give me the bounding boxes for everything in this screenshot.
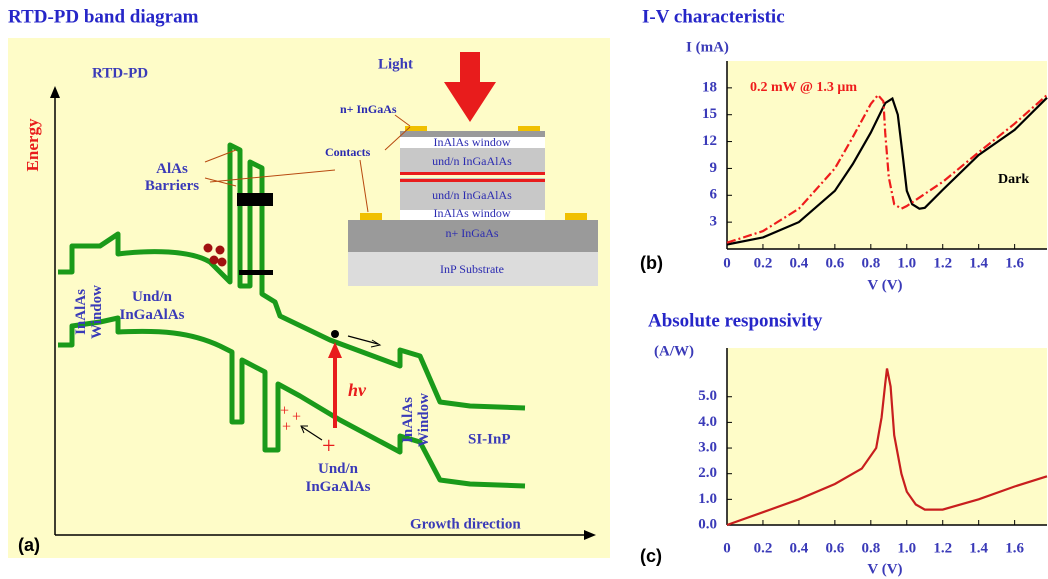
x-axis-label: Growth direction — [410, 516, 521, 532]
substrate-label: SI-InP — [468, 431, 511, 447]
hole: + — [282, 419, 291, 436]
layer-label: n+ InGaAs — [340, 102, 397, 116]
figure: RTD-PD band diagram RTD-PD Energy Growth… — [0, 0, 1048, 579]
device-label: RTD-PD — [92, 65, 148, 81]
y-tick-label: 0.0 — [698, 516, 717, 532]
electron — [331, 330, 339, 338]
y-axis-label: Energy — [23, 118, 42, 171]
chart-title: Absolute responsivity — [648, 310, 823, 331]
y-tick-label: 6 — [710, 187, 718, 203]
layer-label: und/n InGaAlAs — [432, 154, 512, 168]
y-tick-label: 2.0 — [698, 465, 717, 481]
electron — [204, 244, 213, 253]
x-tick-label: 1.6 — [1005, 540, 1024, 556]
y-tick-label: 3.0 — [698, 439, 717, 455]
quantum-level — [239, 270, 273, 275]
x-tick-label: 0.2 — [754, 540, 773, 556]
x-tick-label: 0.6 — [825, 540, 844, 556]
y-tick-label: 3 — [710, 214, 718, 230]
series-label: Dark — [998, 172, 1029, 187]
layer-label: InAlAs window — [434, 206, 511, 220]
diagram-title: RTD-PD band diagram — [8, 6, 199, 27]
quantum-level — [237, 193, 273, 206]
x-tick-label: 0.2 — [754, 255, 773, 271]
layer-label: n+ InGaAs — [445, 226, 498, 240]
y-axis-label: (A/W) — [654, 343, 694, 359]
x-tick-label: 0.6 — [825, 255, 844, 271]
y-tick-label: 9 — [710, 160, 718, 176]
layer-label: InP Substrate — [440, 262, 504, 276]
window-label: InAlAsWindow — [400, 393, 432, 447]
contacts-label: Contacts — [325, 145, 371, 159]
y-tick-label: 18 — [702, 79, 717, 95]
layer-label: und/n InGaAlAs — [432, 188, 512, 202]
x-tick-label: 1.0 — [897, 540, 916, 556]
x-tick-label: 0 — [723, 255, 731, 271]
series-label: 0.2 mW @ 1.3 μm — [750, 80, 857, 95]
photon-label: hν — [348, 380, 367, 400]
x-tick-label: 1.4 — [969, 540, 988, 556]
hole: + — [292, 409, 301, 426]
x-tick-label: 0.4 — [790, 540, 809, 556]
contact — [565, 213, 587, 220]
x-tick-label: 1.2 — [933, 255, 952, 271]
x-tick-label: 0.4 — [790, 255, 809, 271]
panel-label: (c) — [640, 546, 662, 566]
panel-label: (a) — [18, 535, 40, 555]
x-tick-label: 0 — [723, 540, 731, 556]
electron — [218, 258, 227, 267]
hole: + — [280, 403, 289, 420]
x-axis-label: V (V) — [867, 561, 902, 577]
y-axis-label: I (mA) — [686, 39, 729, 55]
window-label: InAlAsWindow — [73, 285, 105, 339]
y-tick-label: 12 — [702, 133, 717, 149]
layer-label: InAlAs window — [434, 135, 511, 149]
x-tick-label: 0.8 — [861, 255, 880, 271]
x-tick-label: 1.0 — [897, 255, 916, 271]
layer-barrier — [400, 172, 545, 175]
light-label: Light — [378, 56, 413, 72]
chart-title: I-V characteristic — [642, 6, 785, 27]
y-tick-label: 15 — [702, 106, 717, 122]
electron — [210, 256, 219, 265]
x-axis-label: V (V) — [867, 277, 902, 293]
panel-label: (b) — [640, 253, 663, 273]
x-tick-label: 1.4 — [969, 255, 988, 271]
y-tick-label: 1.0 — [698, 491, 717, 507]
x-tick-label: 1.2 — [933, 540, 952, 556]
y-tick-label: 5.0 — [698, 388, 717, 404]
x-tick-label: 1.6 — [1005, 255, 1024, 271]
electron — [216, 246, 225, 255]
y-tick-label: 4.0 — [698, 414, 717, 430]
hole: + — [322, 434, 336, 460]
layer-barrier — [400, 179, 545, 182]
contact — [518, 126, 540, 131]
x-tick-label: 0.8 — [861, 540, 880, 556]
contact — [360, 213, 382, 220]
